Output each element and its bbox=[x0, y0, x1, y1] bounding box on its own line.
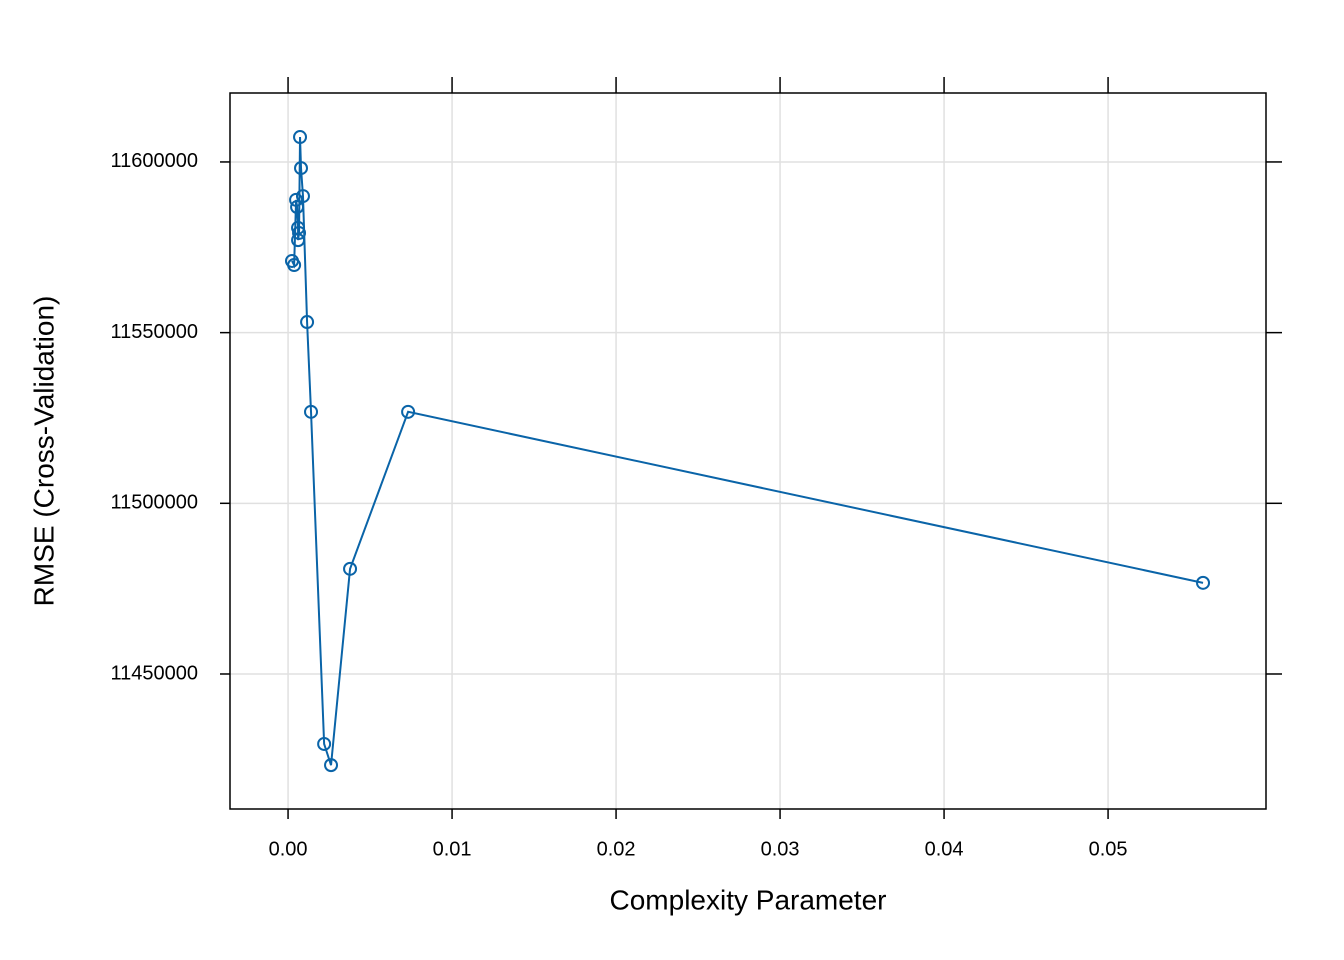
y-tick-label: 11500000 bbox=[111, 492, 199, 514]
data-point bbox=[300, 315, 315, 330]
data-point bbox=[291, 233, 306, 248]
data-point bbox=[401, 404, 416, 419]
y-tick-label: 11450000 bbox=[111, 662, 199, 684]
y-tick-label: 11600000 bbox=[111, 150, 199, 172]
data-point bbox=[293, 130, 308, 145]
data-point bbox=[324, 758, 339, 773]
x-axis-title: Complexity Parameter bbox=[610, 884, 887, 915]
x-tick-label: 0.03 bbox=[761, 838, 800, 860]
data-point bbox=[304, 404, 319, 419]
x-tick-label: 0.00 bbox=[269, 838, 308, 860]
plot-frame bbox=[229, 92, 1267, 810]
data-point bbox=[343, 561, 358, 576]
x-tick-label: 0.01 bbox=[433, 838, 472, 860]
data-point bbox=[294, 161, 309, 176]
data-point bbox=[287, 258, 302, 273]
data-point bbox=[290, 200, 305, 215]
series-line bbox=[291, 137, 1204, 766]
data-point bbox=[317, 736, 332, 751]
data-point bbox=[289, 192, 304, 207]
y-axis-title: RMSE (Cross-Validation) bbox=[28, 296, 59, 607]
data-point bbox=[1196, 575, 1211, 590]
y-tick-label: 11550000 bbox=[111, 321, 199, 343]
data-point bbox=[295, 189, 310, 204]
x-tick-label: 0.05 bbox=[1089, 838, 1128, 860]
data-point bbox=[292, 225, 307, 240]
x-tick-label: 0.04 bbox=[925, 838, 964, 860]
x-tick-label: 0.02 bbox=[597, 838, 636, 860]
